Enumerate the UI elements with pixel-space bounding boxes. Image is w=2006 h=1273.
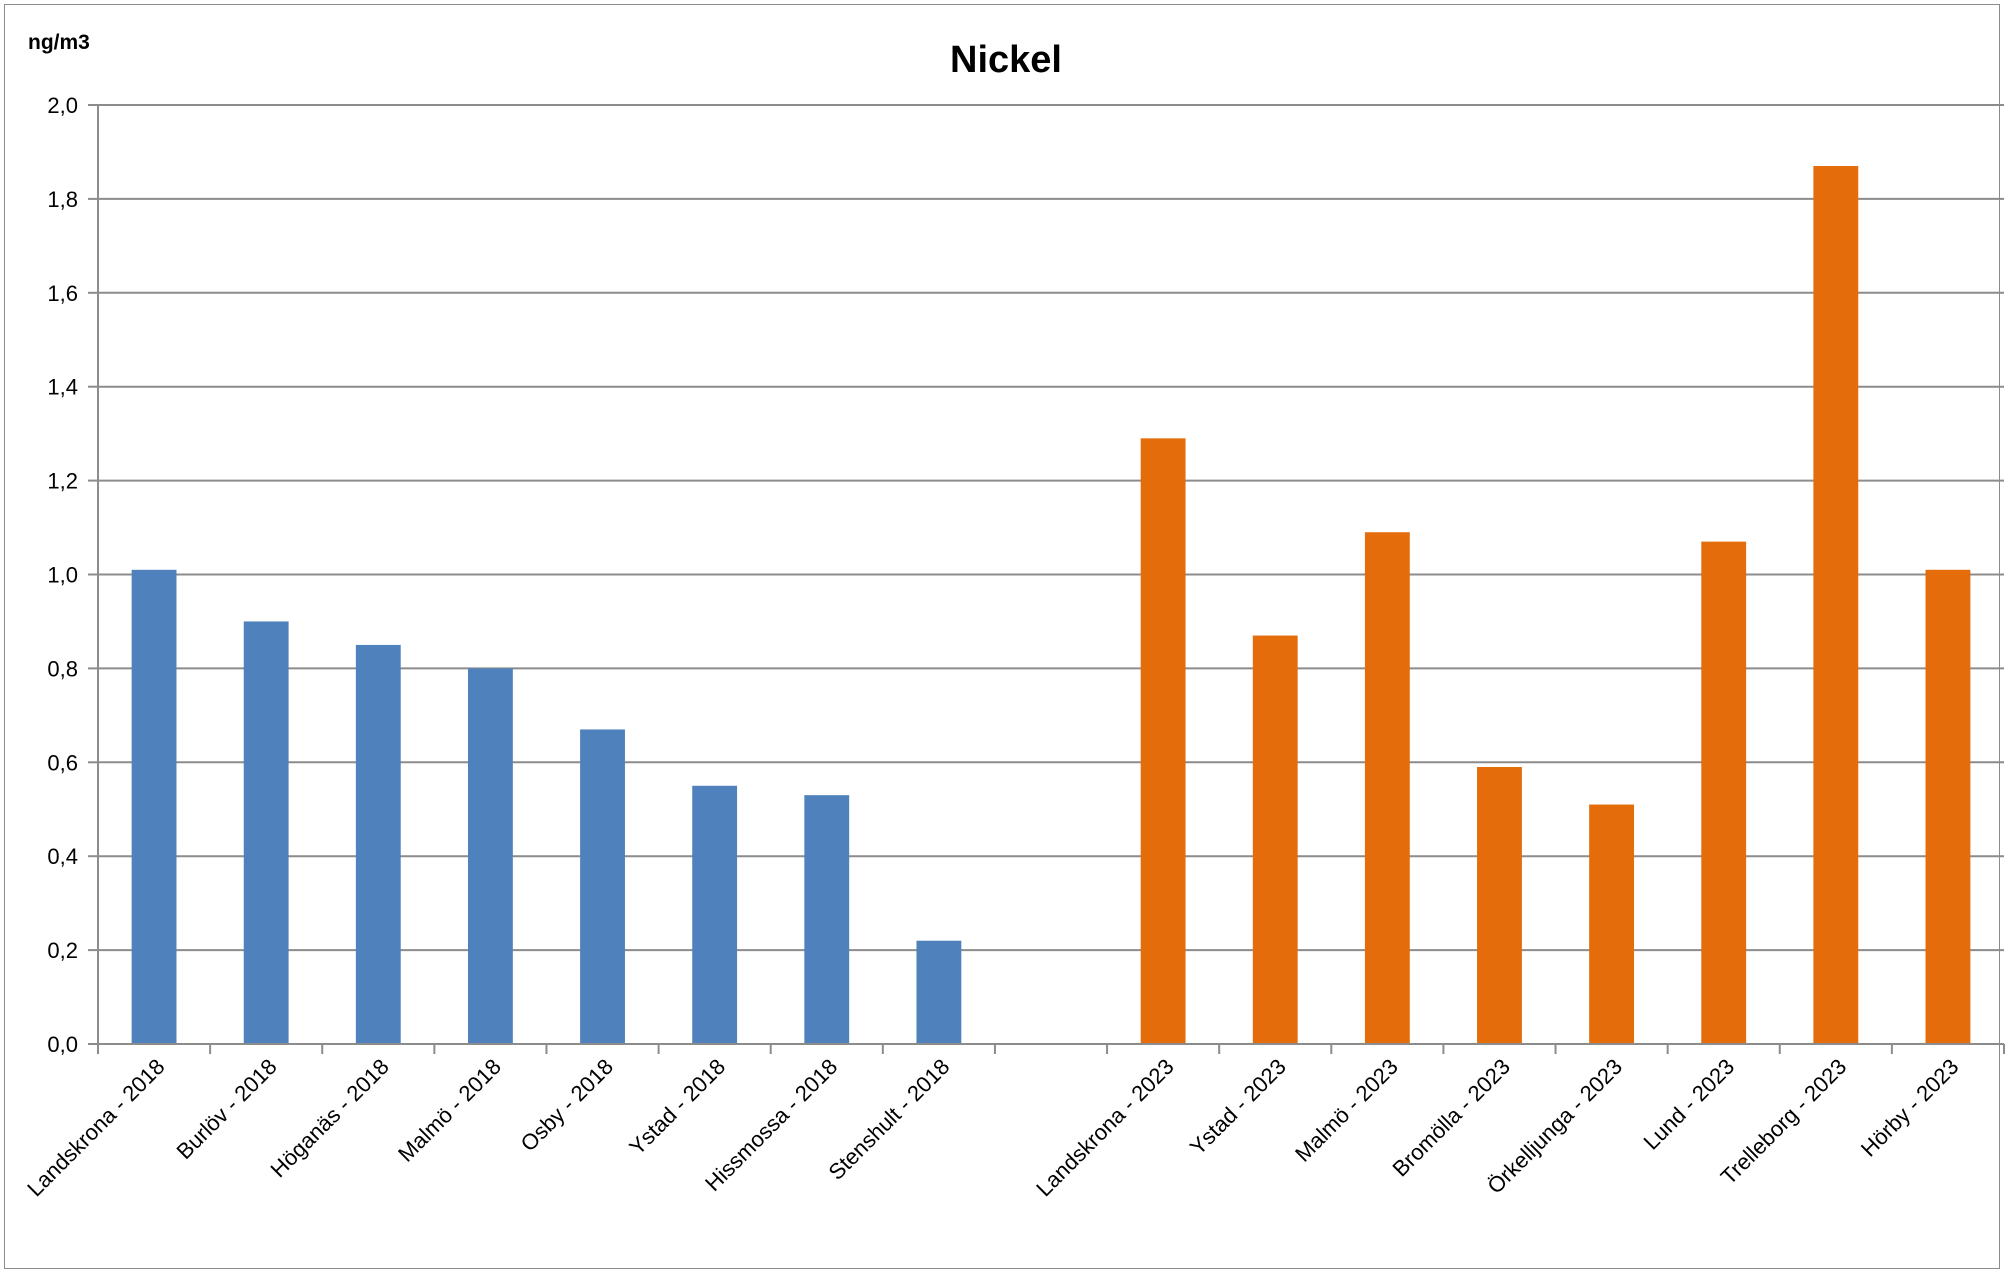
- bar: [580, 729, 625, 1044]
- bar: [916, 940, 962, 1044]
- y-tick-label: 0,2: [47, 938, 78, 963]
- y-tick-label: 1,4: [47, 375, 78, 400]
- bar: [131, 569, 177, 1044]
- y-axis-unit-label: ng/m3: [28, 31, 90, 54]
- x-tick-label: Stenshult - 2018: [823, 1054, 954, 1185]
- bar: [467, 668, 513, 1044]
- y-tick-label: 1,8: [47, 187, 78, 212]
- y-tick-labels: 0,0 0,2 0,4 0,6 0,8 1,0 1,2 1,4 1,6 1,8 2,0: [47, 93, 78, 1057]
- chart-frame: [4, 4, 2000, 1269]
- bars: [131, 166, 1971, 1045]
- bar: [1140, 438, 1186, 1045]
- x-tick-label: Landskrona - 2023: [1031, 1054, 1178, 1201]
- bar: [355, 644, 401, 1044]
- bar: [1925, 569, 1971, 1044]
- x-tick-label: Ystad - 2023: [1185, 1054, 1291, 1160]
- x-tick-label: Ystad - 2018: [624, 1054, 730, 1160]
- bar: [1589, 804, 1635, 1044]
- chart-title: Nickel: [950, 39, 1062, 81]
- y-tick-label: 0,8: [47, 656, 78, 681]
- x-tick-label: Malmö - 2018: [393, 1054, 506, 1167]
- bar: [1813, 166, 1859, 1044]
- y-tick-label: 0,0: [47, 1032, 78, 1057]
- x-tick-label: Hörby - 2023: [1856, 1054, 1964, 1162]
- x-tick-label: Burlöv - 2018: [172, 1054, 282, 1164]
- bar: [1477, 766, 1522, 1044]
- bar: [1252, 635, 1298, 1044]
- bar: [243, 621, 289, 1044]
- y-tick-label: 0,4: [47, 844, 78, 869]
- y-tick-label: 1,0: [47, 563, 78, 588]
- x-tick-label: Malmö - 2023: [1290, 1054, 1403, 1167]
- x-tick-label: Lund - 2023: [1639, 1054, 1740, 1155]
- y-tick-label: 2,0: [47, 93, 78, 118]
- x-tick-label: Landskrona - 2018: [22, 1054, 169, 1201]
- y-tick-label: 1,6: [47, 281, 78, 306]
- bar: [804, 795, 850, 1044]
- bar: [1364, 532, 1410, 1044]
- bar: [692, 785, 738, 1044]
- y-tick-label: 0,6: [47, 750, 78, 775]
- x-tick-label: Bromölla - 2023: [1388, 1054, 1516, 1182]
- y-tick-label: 1,2: [47, 469, 78, 494]
- x-tick-label: Osby - 2018: [516, 1054, 618, 1156]
- x-tick-label: Höganäs - 2018: [265, 1054, 393, 1182]
- bar: [1701, 541, 1747, 1044]
- axes: [88, 104, 2005, 1054]
